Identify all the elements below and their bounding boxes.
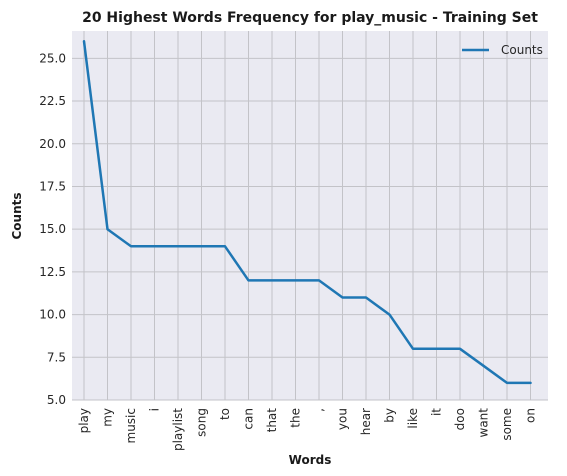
x-tick-label: want [477,408,491,438]
y-tick-label: 5.0 [47,393,66,407]
x-tick-label: music [124,408,138,443]
x-tick-label: , [312,408,326,412]
x-tick-label: i [148,408,162,411]
x-tick-label: playlist [171,408,185,451]
y-tick-label: 17.5 [39,179,66,193]
y-tick-label: 10.0 [39,308,66,322]
x-tick-label: hear [359,408,373,435]
x-axis: play my music i playlist song to can that the, you… [77,408,538,451]
series-line-counts [82,40,532,385]
series-group [82,40,532,385]
x-tick-label: on [524,408,538,423]
x-tick-label: the [289,408,303,428]
legend: Counts [462,43,543,57]
y-axis-label: Counts [10,192,24,239]
y-tick-label: 7.5 [47,350,66,364]
x-tick-label: that [265,408,279,433]
x-tick-label: it [430,408,444,416]
plot-area [72,31,548,400]
y-tick-label: 25.0 [39,51,66,65]
x-tick-label: song [195,408,209,437]
x-tick-label: play [77,408,91,433]
x-tick-label: can [242,408,256,430]
y-tick-label: 12.5 [39,265,66,279]
x-tick-label: my [101,408,115,427]
chart-title: 20 Highest Words Frequency for play_musi… [82,10,538,26]
y-tick-label: 22.5 [39,94,66,108]
x-tick-label: doo [453,408,467,430]
x-tick-label: like [406,408,420,429]
x-tick-label: you [336,408,350,430]
x-tick-label: to [218,408,232,420]
y-tick-label: 15.0 [39,222,66,236]
grid [72,31,548,401]
x-axis-label: Words [289,453,332,467]
x-tick-label: some [500,408,514,441]
y-tick-label: 20.0 [39,137,66,151]
x-tick-label: by [383,408,397,423]
y-axis: 5.0 7.5 10.0 12.5 15.0 17.5 20.0 22.5 25.0 [39,51,66,407]
legend-label-counts: Counts [501,43,543,57]
